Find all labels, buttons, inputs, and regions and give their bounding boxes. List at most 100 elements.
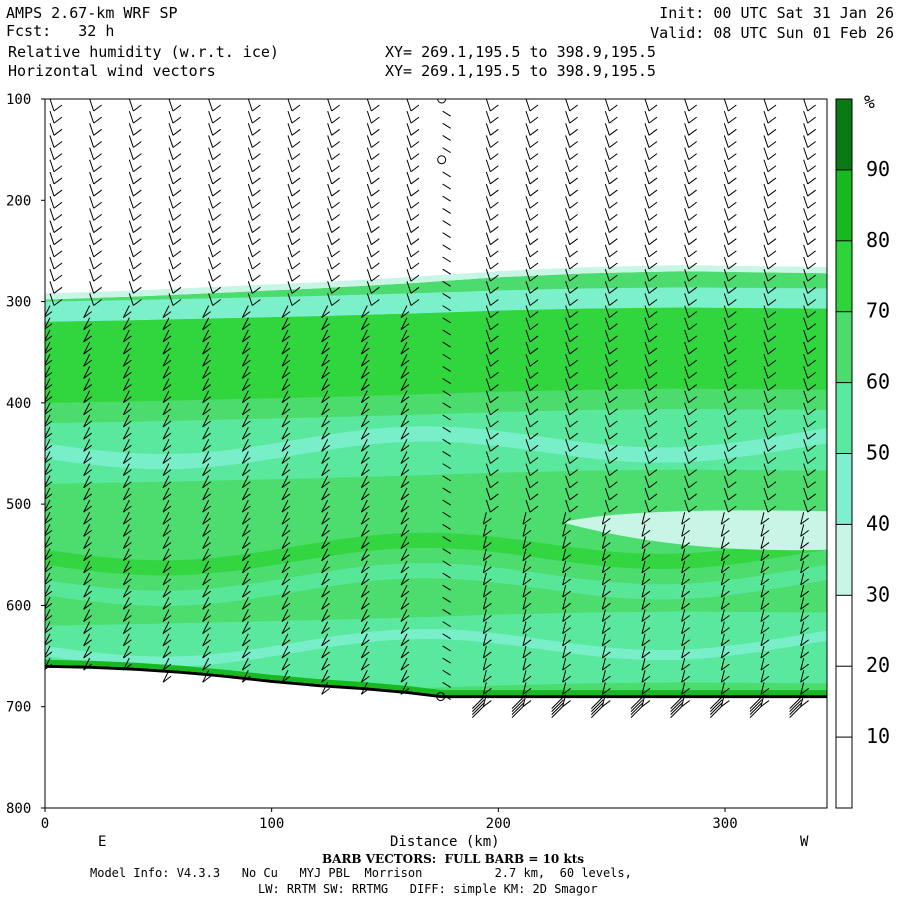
barb-shaft bbox=[723, 329, 729, 343]
barb-shaft bbox=[400, 609, 408, 622]
barb-shaft bbox=[406, 159, 412, 172]
barb-shaft bbox=[49, 183, 55, 197]
barb-shaft bbox=[366, 220, 372, 233]
barb-flag bbox=[648, 274, 658, 282]
barb-flag bbox=[641, 688, 651, 695]
surface-moist-band bbox=[45, 659, 827, 696]
barb-flag bbox=[252, 250, 261, 258]
barb-flag bbox=[569, 213, 578, 221]
barb-shaft bbox=[525, 354, 531, 367]
barb-shaft bbox=[202, 670, 210, 683]
barb-flag bbox=[83, 554, 92, 562]
colorbar-label: 50 bbox=[866, 441, 890, 465]
barb-flag bbox=[760, 602, 770, 610]
barb-flag bbox=[400, 469, 410, 477]
barb-shaft bbox=[681, 633, 686, 646]
barb-flag bbox=[83, 323, 92, 331]
barb-shaft bbox=[162, 621, 170, 634]
barb-flag bbox=[291, 153, 301, 161]
barb-flag bbox=[162, 590, 172, 598]
barb-flag bbox=[490, 104, 499, 112]
barb-shaft bbox=[83, 354, 91, 367]
barb-flag bbox=[681, 651, 690, 659]
barb-shaft bbox=[803, 281, 809, 294]
barb-shaft bbox=[562, 512, 567, 525]
barb-flag bbox=[760, 675, 770, 683]
barb-flag bbox=[681, 566, 690, 574]
barb-shaft bbox=[803, 317, 809, 330]
barb-flag bbox=[529, 444, 539, 452]
barb-flag bbox=[331, 274, 340, 282]
barb-shaft bbox=[247, 244, 253, 258]
barb-shaft bbox=[681, 536, 686, 549]
barb-shaft bbox=[45, 463, 51, 475]
barb-shaft bbox=[321, 475, 329, 489]
barb-flag bbox=[212, 274, 221, 282]
barb-shaft bbox=[644, 281, 650, 294]
barb-shaft bbox=[400, 597, 408, 610]
barb-shaft bbox=[723, 244, 729, 258]
barb-shaft bbox=[162, 584, 170, 598]
barb-shaft bbox=[485, 281, 491, 294]
barb-flag bbox=[767, 469, 777, 477]
barb-shaft bbox=[720, 645, 725, 659]
barb-shaft bbox=[400, 329, 408, 343]
barb-flag bbox=[562, 688, 571, 695]
barb-flag bbox=[371, 226, 380, 233]
barb-shaft bbox=[241, 402, 249, 416]
barb-shaft bbox=[321, 548, 329, 561]
colorbar-bin bbox=[836, 524, 852, 596]
barb-flag bbox=[371, 116, 380, 124]
barb-flag bbox=[490, 457, 499, 464]
barb-flag bbox=[641, 602, 651, 610]
barb-tick bbox=[442, 414, 451, 421]
calm-circle bbox=[437, 155, 447, 165]
barb-flag bbox=[529, 469, 539, 477]
barb-shaft bbox=[128, 269, 134, 282]
barb-flag bbox=[562, 530, 571, 537]
barb-shaft bbox=[525, 475, 531, 488]
barb-flag bbox=[242, 323, 251, 331]
barb-flag bbox=[410, 153, 420, 161]
barb-shaft bbox=[684, 147, 690, 160]
barb-shaft bbox=[763, 269, 769, 282]
barb-tick bbox=[442, 548, 451, 555]
y-tick-label: 400 bbox=[6, 396, 31, 412]
barb-flag bbox=[331, 116, 340, 124]
barb-shaft bbox=[400, 341, 408, 355]
barb-shaft bbox=[281, 621, 289, 634]
barb-flag bbox=[321, 384, 330, 391]
barb-flag bbox=[490, 177, 499, 185]
barb-shaft bbox=[565, 269, 571, 282]
barb-flag bbox=[569, 347, 578, 355]
barb-shaft bbox=[366, 232, 372, 245]
barb-flag bbox=[242, 371, 251, 379]
barb-shaft bbox=[763, 366, 769, 379]
barb-flag bbox=[522, 602, 532, 610]
barb-flag bbox=[609, 444, 618, 452]
barb-shaft bbox=[601, 572, 606, 586]
barb-flag bbox=[760, 554, 770, 562]
barb-flag bbox=[281, 651, 291, 659]
barb-flag bbox=[767, 213, 777, 221]
barb-shaft bbox=[321, 572, 329, 586]
barb-flag bbox=[760, 566, 770, 574]
barb-shaft bbox=[162, 633, 170, 647]
barb-flag bbox=[83, 384, 92, 391]
barb-shaft bbox=[45, 329, 51, 342]
barb-shaft bbox=[723, 171, 729, 185]
barb-flag bbox=[400, 420, 410, 428]
barb-shaft bbox=[128, 99, 134, 112]
barb-shaft bbox=[327, 159, 333, 172]
barb-shaft bbox=[45, 487, 51, 500]
barb-flag bbox=[602, 663, 611, 671]
barb-shaft bbox=[400, 305, 408, 318]
barb-flag bbox=[361, 602, 370, 610]
barb-flag bbox=[321, 457, 330, 464]
barb-flag bbox=[562, 675, 571, 683]
barb-flag bbox=[83, 311, 92, 319]
barb-shaft bbox=[128, 293, 134, 306]
barb-shaft bbox=[83, 512, 91, 525]
barb-flag bbox=[522, 651, 532, 659]
barb-flag bbox=[681, 663, 690, 671]
